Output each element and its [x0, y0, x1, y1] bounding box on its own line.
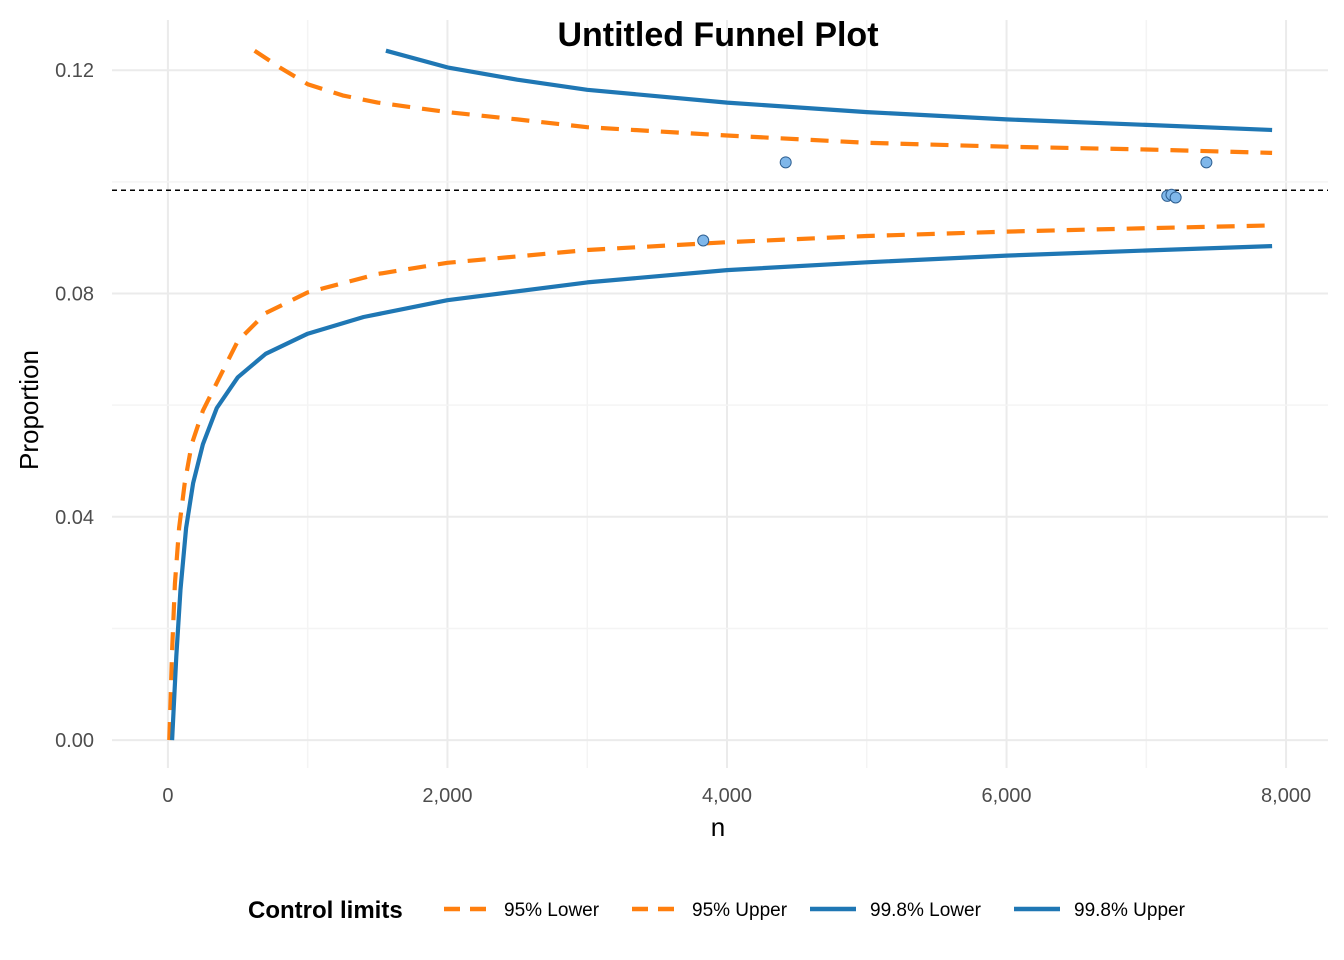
x-tick-label: 2,000 — [422, 785, 472, 807]
series-line-95-lower — [167, 223, 1273, 741]
series-line-99-8-upper — [385, 48, 1273, 133]
data-point — [1200, 156, 1213, 169]
x-tick-label: 0 — [162, 785, 173, 807]
legend-label: 95% Lower — [504, 900, 600, 921]
legend-label: 95% Upper — [692, 900, 788, 921]
legend-label: 99.8% Upper — [1074, 900, 1186, 921]
x-tick-label: 8,000 — [1261, 785, 1311, 807]
series-line-99-8-lower — [170, 244, 1273, 741]
y-tick-label: 0.00 — [55, 730, 94, 752]
grid-layer — [112, 20, 1328, 768]
chart-title: Untitled Funnel Plot — [557, 16, 878, 54]
points-layer — [697, 156, 1213, 247]
series-layer — [167, 48, 1273, 741]
data-point — [1169, 191, 1182, 204]
data-point — [697, 234, 710, 247]
data-point — [779, 156, 792, 169]
legend-label: 99.8% Lower — [870, 900, 982, 921]
series-line-95-upper — [253, 48, 1273, 155]
y-tick-label: 0.08 — [55, 284, 94, 306]
y-tick-label: 0.12 — [55, 60, 94, 82]
legend-entries: 95% Lower 95% Upper 99.8% Lower 99.8% Upper — [444, 900, 1186, 921]
y-axis-title: Proportion — [14, 350, 44, 470]
y-tick-label: 0.04 — [55, 507, 94, 529]
x-axis-title: n — [711, 812, 725, 842]
x-tick-label: 6,000 — [981, 785, 1031, 807]
tick-labels-layer: 0 2,000 4,000 6,000 8,000 0.00 0.04 0.08 0.12 — [55, 60, 1311, 807]
x-tick-label: 4,000 — [702, 785, 752, 807]
legend: Control limits 95% Lower 95% Upper 99.8% L… — [248, 897, 1186, 924]
legend-title: Control limits — [248, 897, 403, 924]
